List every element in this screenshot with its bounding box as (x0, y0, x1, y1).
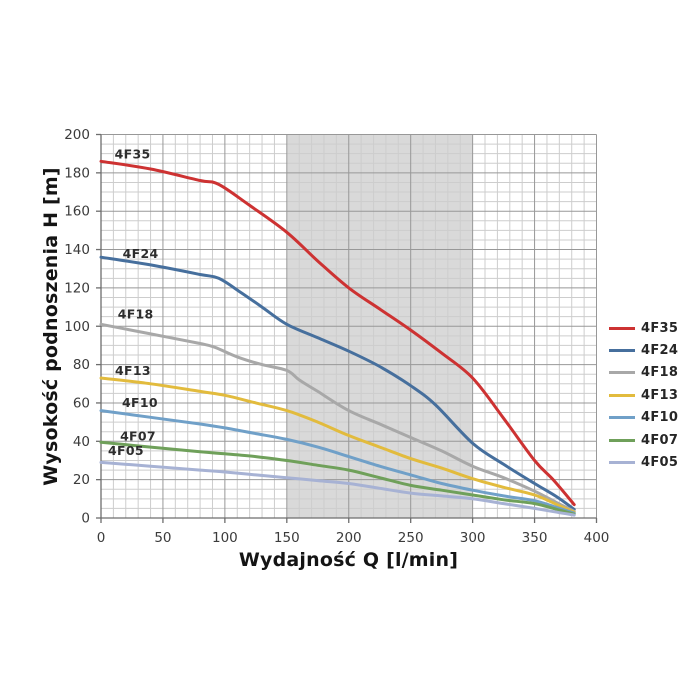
curve-label-4F07: 4F07 (120, 429, 156, 444)
tick-labels: 0 50 100 150 200 250 300 350 400 0 20 40 60 80 100 120 1… (64, 127, 609, 546)
curve-4F10 (99, 409, 576, 515)
curve-4F05 (99, 460, 576, 517)
y-axis-title: Wysokość podnoszenia H [m] (40, 167, 62, 486)
legend-swatch (609, 326, 635, 330)
legend-item-4F35: 4F35 (609, 317, 678, 339)
x-tick-label: 0 (97, 530, 106, 546)
x-tick-label: 50 (154, 530, 171, 546)
y-tick-label: 180 (64, 165, 90, 181)
y-tick-label: 40 (73, 434, 90, 450)
x-tick-label: 150 (274, 530, 300, 546)
legend-item-4F05: 4F05 (609, 451, 678, 473)
x-tick-label: 100 (212, 530, 238, 546)
y-tick-label: 100 (64, 319, 90, 335)
legend-label: 4F13 (641, 387, 679, 403)
legend-item-4F24: 4F24 (609, 339, 678, 361)
curve-label-4F18: 4F18 (118, 307, 154, 322)
x-tick-label: 250 (398, 530, 424, 546)
y-tick-label: 20 (73, 472, 90, 488)
curve-4F13 (99, 376, 576, 514)
curve-4F24 (99, 255, 576, 511)
legend-item-4F13: 4F13 (609, 384, 678, 406)
y-tick-label: 80 (73, 357, 90, 373)
curve-label-4F10: 4F10 (122, 395, 158, 410)
legend-label: 4F10 (641, 410, 679, 426)
legend-label: 4F07 (641, 432, 679, 448)
curve-label-4F13: 4F13 (115, 363, 151, 378)
legend-item-4F18: 4F18 (609, 362, 678, 384)
legend-label: 4F18 (641, 365, 679, 381)
curve-4F18 (99, 322, 576, 513)
legend-label: 4F24 (641, 343, 679, 359)
y-tick-label: 160 (64, 204, 90, 220)
legend-swatch (609, 349, 635, 353)
legend-item-4F07: 4F07 (609, 429, 678, 451)
y-tick-label: 120 (64, 280, 90, 296)
axes (96, 133, 598, 523)
curve-4F35 (99, 159, 576, 507)
legend-swatch (609, 461, 635, 465)
curve-label-4F05: 4F05 (108, 443, 144, 458)
legend-swatch (609, 438, 635, 442)
legend-label: 4F35 (641, 320, 679, 336)
chart-legend: 4F35 4F24 4F18 4F13 4F10 4F07 4F05 (609, 317, 678, 474)
curves (99, 159, 576, 517)
y-tick-label: 140 (64, 242, 90, 258)
x-tick-label: 200 (336, 530, 362, 546)
legend-label: 4F05 (641, 455, 679, 471)
legend-swatch (609, 416, 635, 420)
curve-4F07 (99, 440, 576, 516)
y-tick-label: 60 (73, 395, 90, 411)
x-tick-label: 400 (584, 530, 610, 546)
x-axis-title: Wydajność Q [l/min] (239, 549, 458, 571)
y-tick-label: 0 (81, 511, 90, 527)
x-tick-label: 300 (460, 530, 486, 546)
x-tick-label: 350 (522, 530, 548, 546)
legend-item-4F10: 4F10 (609, 407, 678, 429)
curve-label-4F35: 4F35 (115, 146, 151, 161)
legend-swatch (609, 371, 635, 375)
legend-swatch (609, 393, 635, 397)
y-tick-label: 200 (64, 127, 90, 143)
curve-label-4F24: 4F24 (123, 246, 159, 261)
